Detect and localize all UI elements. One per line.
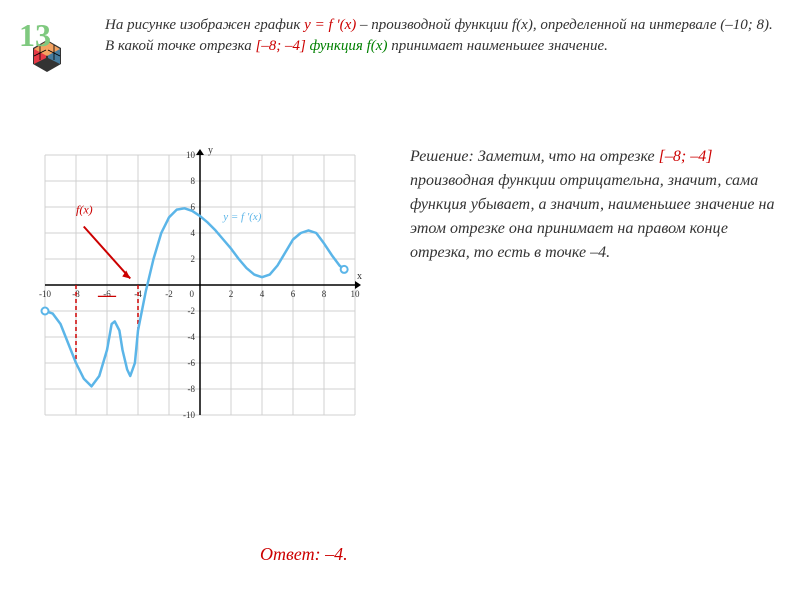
svg-text:4: 4: [191, 228, 196, 238]
problem-segment: [–8; –4]: [255, 38, 305, 54]
svg-text:0: 0: [190, 289, 195, 299]
slide-number: 13: [10, 10, 60, 60]
solution-segment: [–8; –4]: [659, 148, 713, 165]
svg-text:—: —: [97, 285, 117, 305]
problem-statement: На рисунке изображен график y = f '(x) –…: [105, 15, 780, 57]
svg-text:-10: -10: [39, 289, 51, 299]
problem-part5: функция: [306, 38, 367, 54]
svg-text:-10: -10: [183, 410, 195, 420]
svg-text:2: 2: [191, 254, 196, 264]
svg-text:10: 10: [186, 150, 196, 160]
svg-text:-4: -4: [188, 332, 196, 342]
solution-point: –4: [590, 244, 606, 261]
solution-part1: Заметим, что на отрезке: [478, 148, 659, 165]
derivative-chart: -10-8-6-4-2246810-10-8-6-4-22468100yx—f(…: [20, 130, 380, 440]
svg-text:y: y: [208, 145, 213, 156]
solution-text: Решение: Заметим, что на отрезке [–8; –4…: [410, 145, 775, 265]
svg-text:-2: -2: [188, 306, 196, 316]
svg-text:6: 6: [291, 289, 296, 299]
svg-text:-6: -6: [188, 358, 196, 368]
svg-text:x: x: [357, 271, 362, 282]
svg-text:4: 4: [260, 289, 265, 299]
svg-text:8: 8: [322, 289, 327, 299]
problem-part6: принимает наименьшее значение.: [387, 38, 607, 54]
problem-formula2: f(x): [512, 17, 533, 33]
problem-formula1: y = f '(x): [304, 17, 356, 33]
svg-text:2: 2: [229, 289, 234, 299]
svg-text:8: 8: [191, 176, 196, 186]
svg-text:-8: -8: [188, 384, 196, 394]
problem-part1: На рисунке изображен график: [105, 17, 304, 33]
svg-text:-2: -2: [165, 289, 173, 299]
problem-formula3: f(x): [367, 38, 388, 54]
solution-part3: .: [606, 244, 610, 261]
problem-interval: (–10; 8): [720, 17, 769, 33]
answer-label: Ответ:: [260, 544, 325, 564]
svg-text:y = f '(x): y = f '(x): [222, 211, 262, 223]
answer-value: –4.: [325, 544, 348, 564]
problem-part3: , определенной на интервале: [533, 17, 720, 33]
solution-label: Решение:: [410, 148, 478, 165]
problem-part2: – производной функции: [356, 17, 512, 33]
svg-text:f(x): f(x): [76, 203, 93, 217]
answer-text: Ответ: –4.: [260, 544, 348, 565]
svg-text:10: 10: [351, 289, 361, 299]
